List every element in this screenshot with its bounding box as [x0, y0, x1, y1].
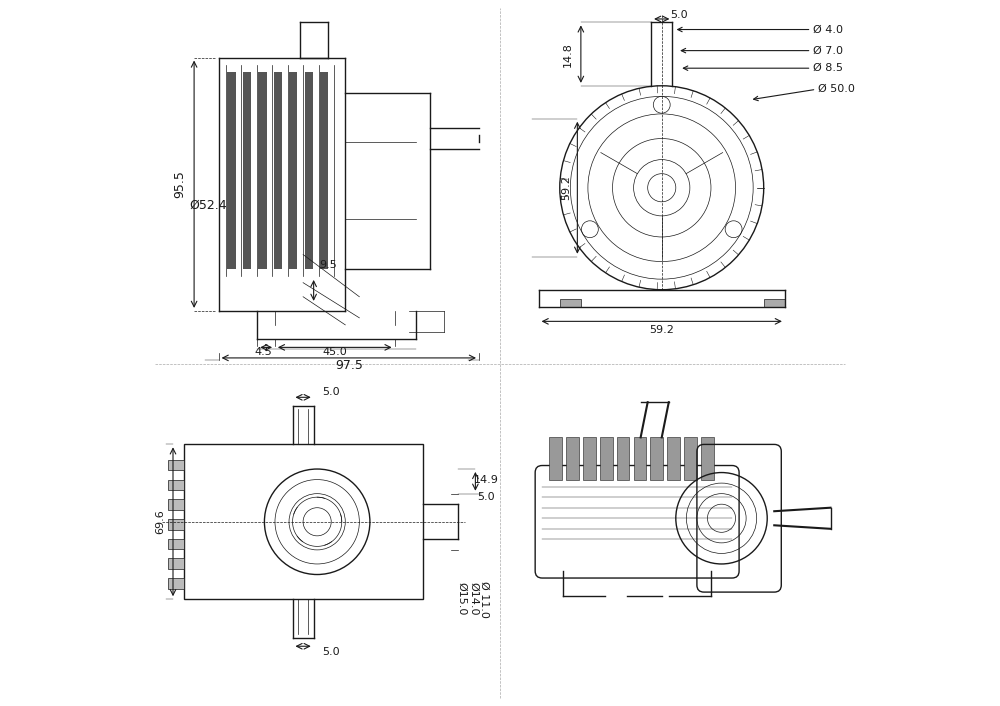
Bar	[258, 72, 267, 268]
Bar	[184, 444, 423, 599]
Text: Ø 50.0: Ø 50.0	[818, 84, 855, 95]
Bar	[305, 72, 313, 268]
Text: Ø14.0: Ø14.0	[468, 582, 478, 616]
Bar	[684, 438, 697, 479]
Text: 14.9: 14.9	[473, 474, 498, 484]
Text: Ø 7.0: Ø 7.0	[813, 46, 843, 56]
Bar	[566, 438, 579, 479]
Bar	[274, 72, 282, 268]
Text: 59.2: 59.2	[561, 175, 571, 201]
Bar	[168, 558, 184, 569]
Bar	[227, 72, 236, 268]
Text: 5.0: 5.0	[671, 10, 688, 20]
Bar	[634, 438, 646, 479]
Text: 5.0: 5.0	[322, 647, 340, 657]
Text: 14.8: 14.8	[563, 42, 573, 66]
Text: 45.0: 45.0	[322, 347, 347, 357]
Bar	[168, 519, 184, 530]
Bar	[549, 438, 562, 479]
Text: 97.5: 97.5	[335, 359, 363, 372]
Text: Ø15.0: Ø15.0	[456, 582, 466, 616]
Text: Ø 8.5: Ø 8.5	[813, 64, 843, 73]
Text: 59.2: 59.2	[649, 325, 674, 335]
Bar	[617, 438, 629, 479]
Bar	[168, 460, 184, 470]
Bar	[320, 72, 328, 268]
Bar	[168, 539, 184, 549]
Bar	[650, 438, 663, 479]
Text: Ø 11.0: Ø 11.0	[480, 581, 490, 618]
Text: Ø 4.0: Ø 4.0	[813, 25, 843, 35]
Text: 9.5: 9.5	[319, 260, 337, 270]
Bar	[243, 72, 251, 268]
Bar	[701, 438, 714, 479]
Text: Ø52.4: Ø52.4	[189, 199, 227, 212]
Bar	[289, 72, 297, 268]
Bar	[168, 578, 184, 589]
Bar	[764, 299, 785, 307]
Text: 69.6: 69.6	[155, 510, 165, 534]
Bar	[168, 479, 184, 490]
Bar	[667, 438, 680, 479]
Bar	[168, 499, 184, 510]
Text: 5.0: 5.0	[477, 492, 495, 502]
Bar	[583, 438, 596, 479]
Bar	[560, 299, 581, 307]
Text: 95.5: 95.5	[174, 170, 187, 198]
Text: 5.0: 5.0	[322, 387, 340, 397]
Text: 4.5: 4.5	[254, 347, 272, 357]
Bar	[600, 438, 613, 479]
